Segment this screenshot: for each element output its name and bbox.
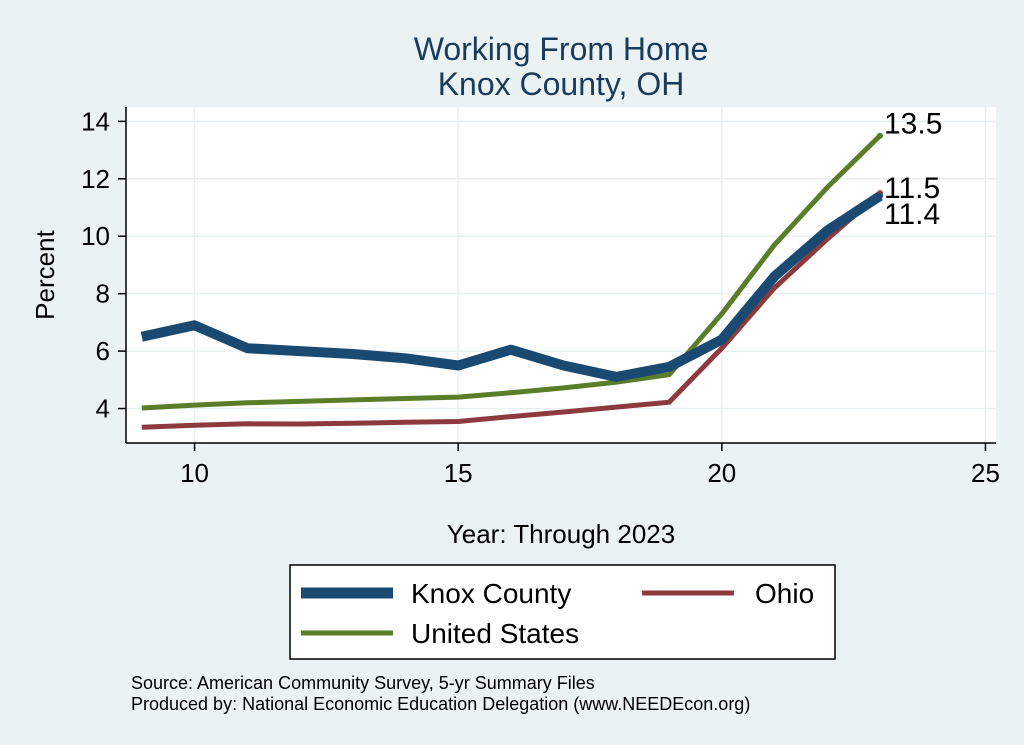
chart-title-line-2: Knox County, OH	[438, 66, 685, 102]
end-label-ohio: 11.5	[884, 172, 940, 205]
end-label-knox-county: 11.4	[884, 198, 940, 231]
series-line-ohio	[141, 191, 882, 430]
x-tick-label: 15	[444, 458, 473, 488]
axes	[125, 107, 996, 444]
series-line-knox-county	[140, 191, 883, 382]
y-tick-label: 12	[81, 164, 110, 194]
chart-title-line-1: Working From Home	[414, 31, 709, 67]
end-label-united-states: 13.5	[884, 108, 942, 141]
source-line-2: Produced by: National Economic Education…	[131, 694, 750, 714]
source-line-1: Source: American Community Survey, 5-yr …	[131, 673, 595, 693]
series-end-point-united-states	[877, 132, 883, 139]
end-label-layer: 11.411.5 13.5	[884, 108, 942, 231]
y-tick-label: 10	[81, 221, 110, 251]
legend-label-ohio: Ohio	[755, 578, 814, 609]
y-axis-label: Percent	[30, 229, 60, 319]
series-line-united-states	[141, 133, 882, 411]
x-axis-label: Year: Through 2023	[447, 519, 675, 549]
x-tick-label: 25	[971, 458, 1000, 488]
plot-area	[126, 107, 996, 443]
legend-box	[289, 564, 836, 660]
series-end-point-knox-county	[877, 193, 883, 200]
tick-layer: 4 6 8 10 12 14 10 15 20 25	[81, 106, 1000, 488]
legend: Knox County Ohio United States	[289, 564, 836, 660]
x-tick-label: 20	[707, 458, 736, 488]
y-tick-label: 14	[81, 106, 110, 136]
legend-label-knox-county: Knox County	[411, 578, 571, 609]
y-tick-label: 4	[96, 394, 110, 424]
y-tick-label: 6	[96, 336, 110, 366]
y-tick-label: 8	[96, 279, 110, 309]
legend-label-united-states: United States	[411, 618, 579, 649]
series-layer	[140, 132, 883, 430]
x-tick-label: 10	[180, 458, 209, 488]
